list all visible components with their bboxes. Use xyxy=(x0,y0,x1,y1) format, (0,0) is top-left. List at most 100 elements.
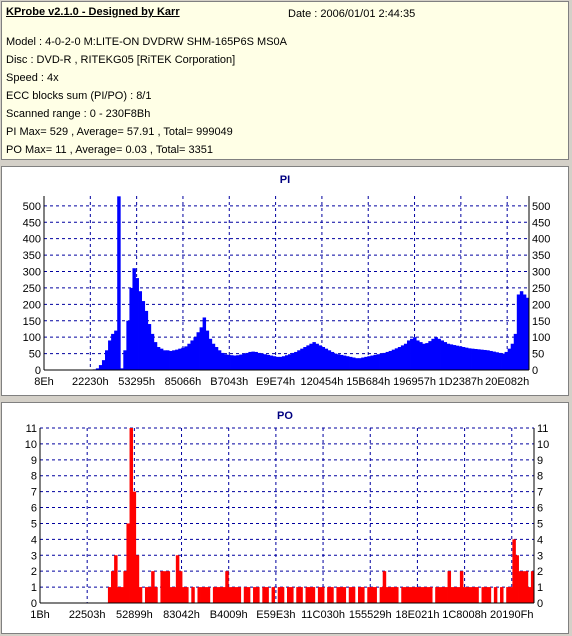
po-data-bar xyxy=(388,587,393,603)
pi-data-bar xyxy=(446,343,451,370)
po-y-tick-label-right: 7 xyxy=(537,487,543,499)
pi-data-bar xyxy=(507,348,512,370)
pi-data-bar xyxy=(169,350,173,370)
pi-data-bar xyxy=(516,294,521,370)
pi-data-bar xyxy=(434,337,438,370)
pi-data-bar xyxy=(379,353,383,370)
po-data-bar xyxy=(484,587,489,603)
po-data-bar xyxy=(178,571,183,603)
po-data-bar xyxy=(469,587,473,603)
pi-data-bar xyxy=(504,351,509,370)
po-data-bar xyxy=(462,587,467,603)
pi-data-bar xyxy=(196,332,200,370)
pi-data-bar xyxy=(300,348,304,370)
pi-data-bar xyxy=(120,368,124,370)
po-data-bar xyxy=(509,587,513,603)
po-data-bar xyxy=(243,587,248,603)
pi-y-tick-label: 450 xyxy=(23,217,41,229)
pi-data-bar xyxy=(510,343,515,370)
pi-data-bar xyxy=(98,365,103,370)
pi-data-bar xyxy=(123,350,127,370)
pi-data-bar xyxy=(275,356,280,370)
pi-data-bar xyxy=(156,347,161,370)
po-data-bar xyxy=(395,587,399,603)
pi-data-bar xyxy=(370,355,374,370)
pi-data-bar xyxy=(431,338,435,370)
pi-data-bar xyxy=(202,317,207,370)
po-data-bar xyxy=(493,587,498,603)
pi-data-bar xyxy=(394,348,399,370)
pi-data-bar xyxy=(464,347,469,370)
po-data-bar xyxy=(287,587,291,603)
po-data-bar xyxy=(256,587,260,603)
po-data-bar xyxy=(246,587,251,603)
pi-data-bar xyxy=(382,352,387,370)
pi-data-bar xyxy=(266,354,271,370)
po-data-bar xyxy=(327,587,331,603)
po-data-bar xyxy=(123,571,127,603)
po-data-bar xyxy=(401,587,405,603)
pi-y-tick-label: 250 xyxy=(23,283,41,295)
pi-data-bar xyxy=(443,342,448,370)
pi-y-tick-label: 150 xyxy=(23,316,41,328)
pi-data-bar xyxy=(309,343,313,370)
pi-data-bar xyxy=(208,338,213,370)
pi-data-bar xyxy=(339,354,344,370)
pi-x-tick-label: 20E082h xyxy=(485,376,529,388)
pi-data-bar xyxy=(159,348,164,370)
pi-x-tick-label: 85066h xyxy=(165,376,202,388)
pi-data-bar xyxy=(361,357,365,370)
pi-y-tick-label: 400 xyxy=(23,234,41,246)
po-data-bar xyxy=(148,587,152,603)
po-x-tick-label: 52899h xyxy=(116,609,153,621)
pi-data-bar xyxy=(129,287,133,370)
pi-data-bar xyxy=(205,330,210,370)
po-data-bar xyxy=(166,571,171,603)
po-y-tick-label-right: 3 xyxy=(537,550,543,562)
pi-data-bar xyxy=(403,343,408,370)
po-data-bar xyxy=(413,587,418,603)
pi-data-bar xyxy=(211,343,216,370)
po-data-bar xyxy=(277,587,282,603)
po-y-tick-label: 10 xyxy=(25,439,37,451)
pi-data-bar xyxy=(327,350,332,370)
po-data-bar xyxy=(438,587,442,603)
pi-x-tick-label: 1D2387h xyxy=(439,376,484,388)
pi-data-bar xyxy=(172,350,176,370)
pi-data-bar xyxy=(330,351,335,370)
pi-chart-panel: PI 0 0 50 50 100 100 150 150 200 200 250 250 300 300 35… xyxy=(1,166,569,396)
pi-data-bar xyxy=(193,337,197,370)
po-chart-panel: PO 0 0 1 1 2 2 3 3 4 4 5 5 6 6 7 7 8 8 9 9 10 10 11 11 1Bh 22503h 5… xyxy=(1,402,569,634)
po-y-tick-label: 0 xyxy=(31,598,37,610)
po-data-bar xyxy=(175,555,180,603)
pi-data-bar xyxy=(358,358,362,370)
pi-data-bar xyxy=(269,355,274,370)
pi-data-bar xyxy=(147,324,152,370)
pi-data-bar xyxy=(318,345,322,370)
po-data-bar xyxy=(456,587,461,603)
pi-data-bar xyxy=(495,352,499,370)
po-x-tick-label: 1Bh xyxy=(30,609,50,621)
po-data-bar xyxy=(215,587,220,603)
pi-data-bar xyxy=(440,340,444,370)
pi-data-bar xyxy=(385,351,390,370)
pi-data-bar xyxy=(364,356,368,370)
pi-data-bar xyxy=(108,340,112,370)
po-y-tick-label: 5 xyxy=(31,518,37,530)
pi-data-bar xyxy=(162,350,167,370)
info-po-summary: PO Max= 11 , Average= 0.03 , Total= 3351 xyxy=(6,144,214,156)
po-data-bar xyxy=(416,587,421,603)
po-data-bar xyxy=(185,587,189,603)
pi-x-tick-label: 22230h xyxy=(72,376,109,388)
pi-data-bar xyxy=(437,338,441,370)
po-data-bar xyxy=(206,587,211,603)
pi-data-bar xyxy=(242,353,246,370)
pi-data-bar xyxy=(251,351,255,370)
pi-x-tick-label: 15B684h xyxy=(346,376,390,388)
pi-data-bar xyxy=(321,347,326,370)
pi-x-tick-label: 8Eh xyxy=(34,376,54,388)
po-data-bar xyxy=(429,587,433,603)
pi-x-tick-label: B7043h xyxy=(210,376,248,388)
po-x-tick-label: 22503h xyxy=(69,609,106,621)
po-data-bar xyxy=(351,587,356,603)
